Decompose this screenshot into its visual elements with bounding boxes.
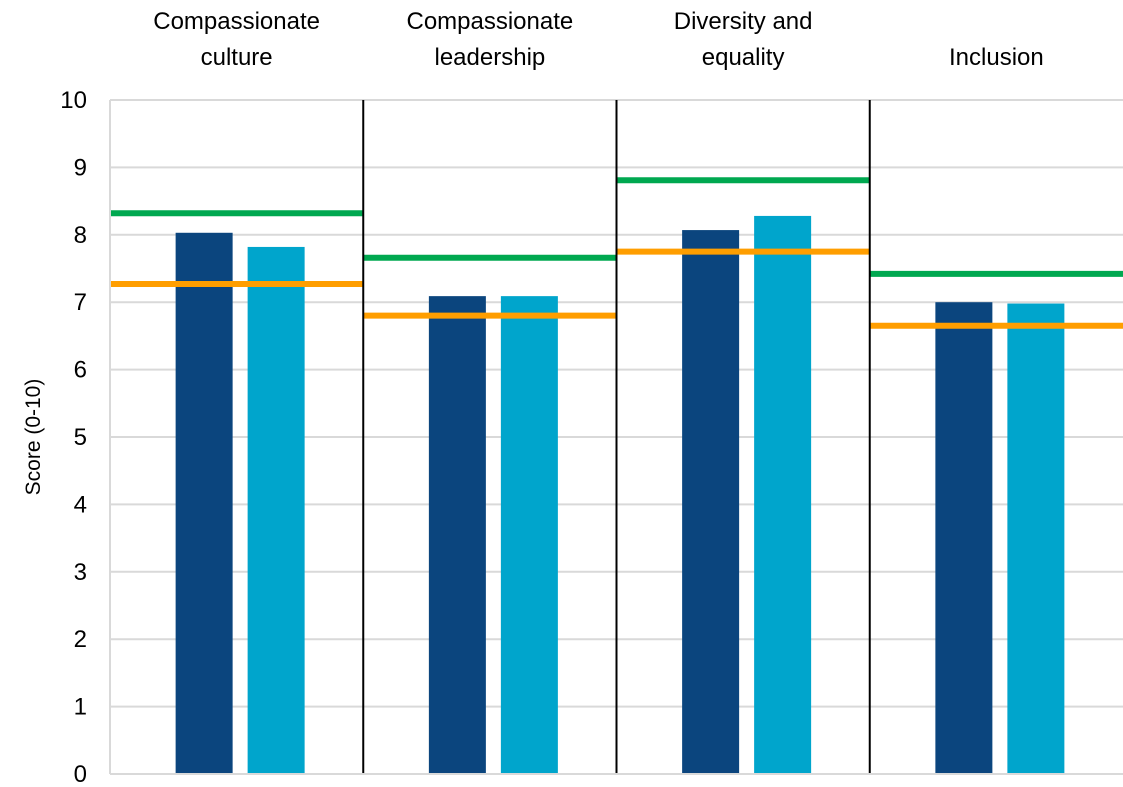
y-tick-labels: 0 1 2 3 4 5 6 7 8 9 10 [60,87,87,787]
y-tick-label: 9 [74,154,87,181]
bar [247,246,305,774]
y-tick-label: 0 [74,761,87,787]
bar [175,232,233,774]
y-tick-label: 7 [74,289,87,316]
y-tick-label: 3 [74,559,87,586]
y-axis-label: Score (0-10) [22,379,45,496]
category-label: Diversity and [674,8,813,35]
bar [428,296,486,774]
y-tick-label: 10 [60,87,87,114]
category-label: Compassionate [153,8,320,35]
category-labels: Compassionate culture Compassionate leaders… [153,8,1044,71]
y-tick-label: 2 [74,626,87,653]
bar [500,296,558,774]
category-label: Compassionate [406,8,573,35]
category-label: leadership [435,44,546,71]
bar [1007,303,1065,774]
category-label: equality [702,44,785,71]
y-tick-label: 4 [74,491,87,518]
bar [935,302,993,774]
y-tick-label: 8 [74,222,87,249]
bars [175,215,1065,775]
category-label: Inclusion [949,44,1044,71]
bar [754,215,812,775]
reference-lines [110,177,1123,329]
y-tick-label: 5 [74,424,87,451]
y-tick-label: 1 [74,694,87,721]
bar [682,230,740,774]
y-tick-label: 6 [74,357,87,384]
category-label: culture [201,44,273,71]
category-dividers [109,100,1123,775]
